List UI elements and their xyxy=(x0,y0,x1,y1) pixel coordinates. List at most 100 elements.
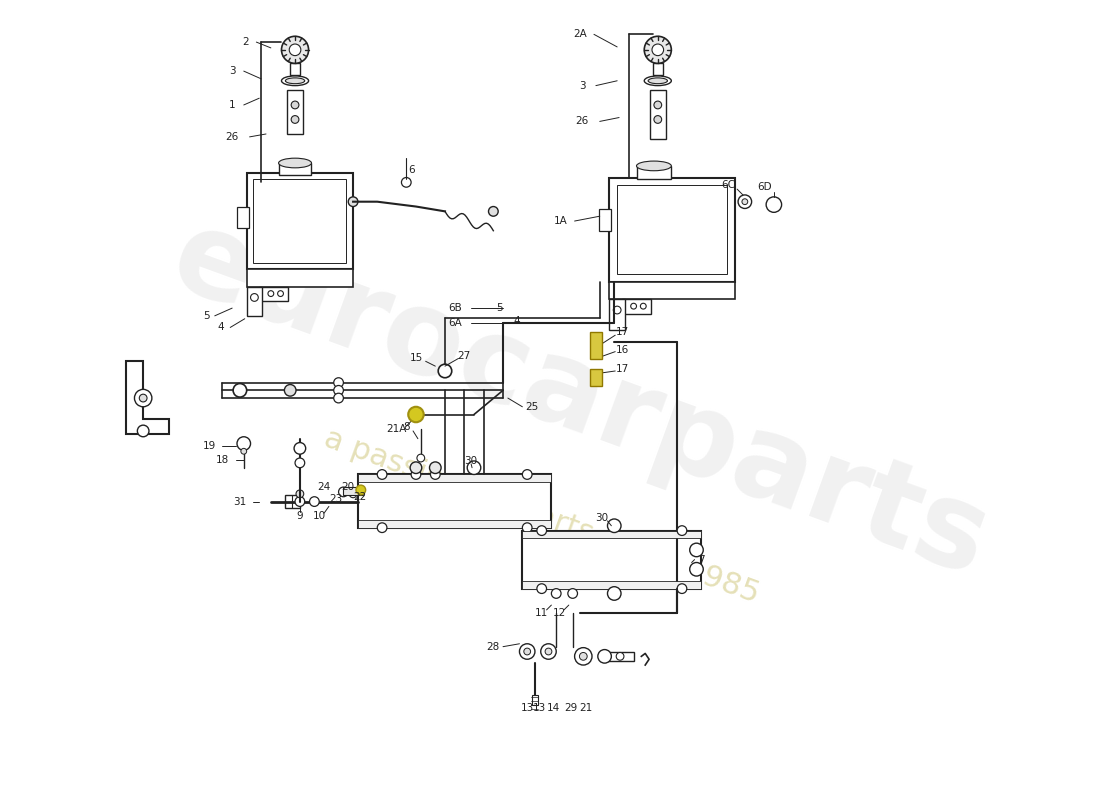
Circle shape xyxy=(652,44,663,56)
Text: 19: 19 xyxy=(202,442,216,451)
Bar xyxy=(590,369,602,386)
Text: 9: 9 xyxy=(297,511,304,521)
Text: a passion for parts since 1985: a passion for parts since 1985 xyxy=(320,423,763,609)
Text: 4: 4 xyxy=(514,316,520,326)
Text: 26: 26 xyxy=(226,132,239,142)
Circle shape xyxy=(738,195,751,209)
Circle shape xyxy=(292,116,299,123)
Text: 17: 17 xyxy=(615,364,628,374)
Circle shape xyxy=(339,487,349,497)
Circle shape xyxy=(411,470,421,479)
Text: 1: 1 xyxy=(229,100,235,110)
Ellipse shape xyxy=(285,78,305,84)
Circle shape xyxy=(488,206,498,216)
Circle shape xyxy=(607,519,621,533)
Circle shape xyxy=(285,385,296,396)
Circle shape xyxy=(333,386,343,395)
Circle shape xyxy=(140,394,147,402)
Circle shape xyxy=(522,523,532,533)
Text: 6C: 6C xyxy=(722,180,736,190)
Circle shape xyxy=(690,562,703,576)
Circle shape xyxy=(524,648,530,655)
Circle shape xyxy=(408,406,424,422)
Bar xyxy=(609,299,625,330)
Bar xyxy=(609,282,735,299)
Circle shape xyxy=(678,584,686,594)
Bar xyxy=(358,474,551,482)
Circle shape xyxy=(402,178,411,187)
Circle shape xyxy=(678,526,686,535)
Circle shape xyxy=(653,101,662,109)
Circle shape xyxy=(438,364,452,378)
Text: 26: 26 xyxy=(575,117,589,126)
Circle shape xyxy=(289,44,300,56)
Bar xyxy=(358,474,551,528)
Circle shape xyxy=(356,485,365,494)
Text: 15: 15 xyxy=(409,354,422,363)
Text: 25: 25 xyxy=(526,402,539,412)
Bar xyxy=(358,520,551,528)
Ellipse shape xyxy=(278,158,311,168)
Circle shape xyxy=(295,458,305,468)
Text: 7: 7 xyxy=(698,554,705,565)
Circle shape xyxy=(309,497,319,506)
Bar xyxy=(278,163,311,174)
Bar xyxy=(598,210,612,230)
Circle shape xyxy=(417,454,425,462)
Circle shape xyxy=(597,650,612,663)
Bar xyxy=(609,178,735,282)
Text: 5: 5 xyxy=(496,303,503,313)
Bar xyxy=(522,530,702,589)
Circle shape xyxy=(377,470,387,479)
Text: 21: 21 xyxy=(580,702,593,713)
Bar xyxy=(260,287,288,302)
Text: 29: 29 xyxy=(564,702,578,713)
Text: 3: 3 xyxy=(229,66,235,76)
Text: 6D: 6D xyxy=(757,182,771,192)
Circle shape xyxy=(134,390,152,406)
Circle shape xyxy=(292,101,299,109)
Bar xyxy=(637,166,671,179)
Polygon shape xyxy=(285,494,300,508)
Text: 14: 14 xyxy=(547,702,560,713)
Circle shape xyxy=(251,294,258,302)
Text: 13: 13 xyxy=(534,702,547,713)
Circle shape xyxy=(742,198,748,205)
Bar xyxy=(621,299,651,314)
Circle shape xyxy=(277,290,284,297)
Text: 31: 31 xyxy=(233,497,246,506)
Bar xyxy=(617,186,727,274)
Circle shape xyxy=(349,197,358,206)
Text: 16: 16 xyxy=(615,345,628,354)
Circle shape xyxy=(645,36,671,63)
Circle shape xyxy=(333,394,343,403)
Circle shape xyxy=(616,653,624,660)
Bar xyxy=(522,530,702,538)
Circle shape xyxy=(541,644,557,659)
Text: 22: 22 xyxy=(353,492,366,502)
Text: 12: 12 xyxy=(552,608,565,618)
Bar xyxy=(236,206,249,228)
Text: 2A: 2A xyxy=(573,30,587,39)
Ellipse shape xyxy=(282,76,309,86)
Text: 30: 30 xyxy=(595,513,608,523)
Circle shape xyxy=(295,497,305,506)
Circle shape xyxy=(574,648,592,665)
Ellipse shape xyxy=(645,76,671,86)
Circle shape xyxy=(607,586,621,600)
Text: 17: 17 xyxy=(615,327,628,338)
Bar xyxy=(246,270,353,287)
Bar xyxy=(590,332,602,359)
Text: 6: 6 xyxy=(408,165,415,174)
Text: 8: 8 xyxy=(403,422,409,432)
Bar xyxy=(653,63,662,75)
Text: 2: 2 xyxy=(242,37,249,47)
Circle shape xyxy=(377,523,387,533)
Text: 13: 13 xyxy=(520,702,534,713)
Bar xyxy=(522,581,702,589)
Circle shape xyxy=(410,462,421,474)
Text: 6A: 6A xyxy=(448,318,462,328)
Text: 21A: 21A xyxy=(386,424,407,434)
Bar xyxy=(253,179,346,262)
Bar xyxy=(769,201,779,209)
